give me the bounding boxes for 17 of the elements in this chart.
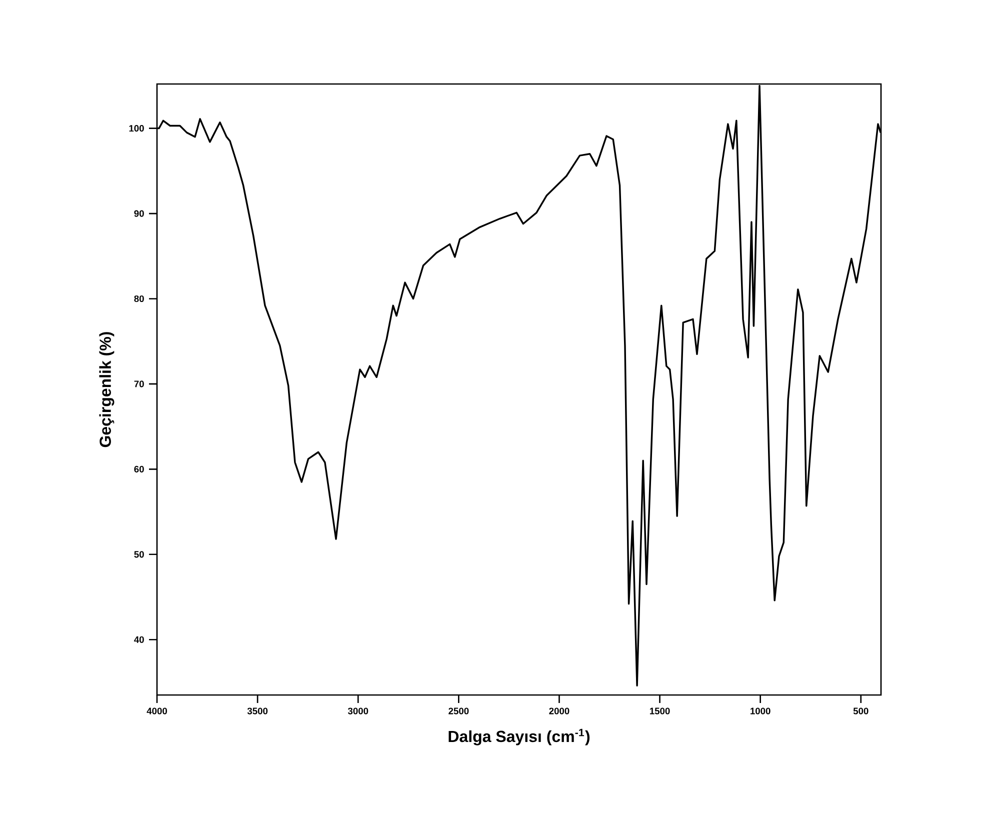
x-tick-label: 2500 <box>448 708 469 714</box>
y-tick-label: 40 <box>134 636 144 643</box>
x-tick-label: 3500 <box>247 708 268 714</box>
x-tick-label: 1500 <box>650 708 670 714</box>
y-tick-label: 90 <box>134 210 144 217</box>
x-tick-label: 1000 <box>750 708 770 714</box>
x-tick-label: 2000 <box>549 708 570 714</box>
x-axis-title: Dalga Sayısı (cm$^{-1}$) <box>448 728 590 746</box>
y-tick-label: 60 <box>134 466 144 472</box>
x-tick-label: 3000 <box>348 708 368 714</box>
y-tick-label: 80 <box>134 295 144 302</box>
y-axis-title: Geçirgenlik (%) <box>99 332 114 448</box>
y-tick-label: 70 <box>134 380 144 388</box>
x-tick-label: 500 <box>853 708 868 714</box>
y-tick-label: 100 <box>129 125 144 132</box>
y-tick-label: 50 <box>134 551 144 558</box>
x-tick-label: 4000 <box>146 708 167 714</box>
